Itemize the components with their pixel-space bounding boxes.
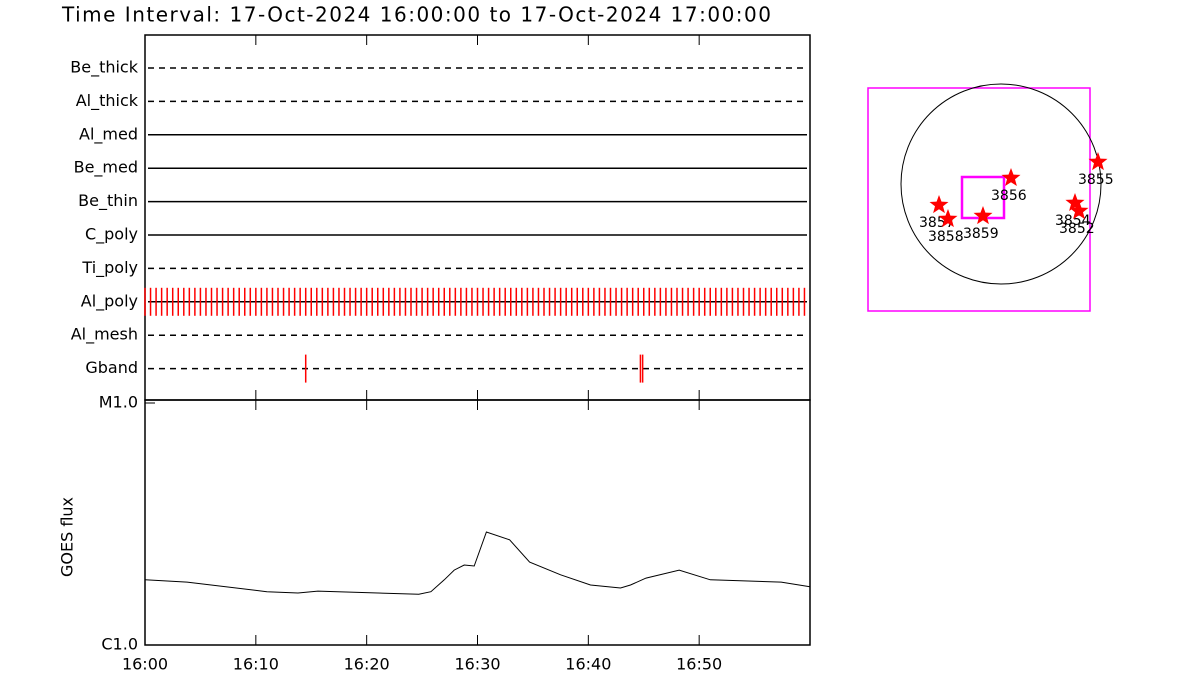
region-star <box>1001 168 1021 186</box>
y-tick-label: C1.0 <box>101 635 138 654</box>
region-label: 3856 <box>991 188 1027 204</box>
filter-label: Ti_poly <box>81 258 138 278</box>
region-star <box>929 195 949 214</box>
x-tick-label: 16:50 <box>676 655 722 674</box>
filter-label: Al_thick <box>76 91 139 111</box>
region-label: 3855 <box>1078 172 1114 188</box>
fov-outer <box>867 87 1091 312</box>
x-tick-label: 16:20 <box>344 655 390 674</box>
y-axis-label: GOES flux <box>58 497 77 577</box>
title: Time Interval: 17-Oct-2024 16:00:00 to 1… <box>61 3 772 27</box>
region-star <box>1088 152 1108 171</box>
filter-panel <box>144 34 811 401</box>
filter-label: Gband <box>85 358 138 377</box>
filter-label: Be_thin <box>78 191 138 211</box>
solar-disk <box>900 83 1102 285</box>
goes-panel <box>144 399 811 646</box>
filter-label: C_poly <box>85 225 138 245</box>
x-tick-label: 16:10 <box>233 655 279 674</box>
region-star <box>973 206 993 225</box>
filter-label: Al_mesh <box>71 325 138 345</box>
region-label: 3859 <box>963 226 999 242</box>
x-tick-label: 16:40 <box>565 655 611 674</box>
goes-curve <box>144 531 811 595</box>
x-tick-label: 16:30 <box>454 655 500 674</box>
region-star <box>938 209 958 228</box>
filter-label: Al_poly <box>81 291 138 311</box>
x-tick-label: 16:00 <box>122 655 168 674</box>
region-label: 3852 <box>1059 221 1095 237</box>
region-star <box>1065 193 1085 211</box>
y-tick-label: M1.0 <box>99 393 138 412</box>
filter-label: Be_thick <box>70 58 138 78</box>
region-label: 3858 <box>928 229 964 245</box>
filter-label: Be_med <box>74 158 138 178</box>
region-star <box>1069 201 1089 220</box>
filter-label: Al_med <box>79 124 138 144</box>
